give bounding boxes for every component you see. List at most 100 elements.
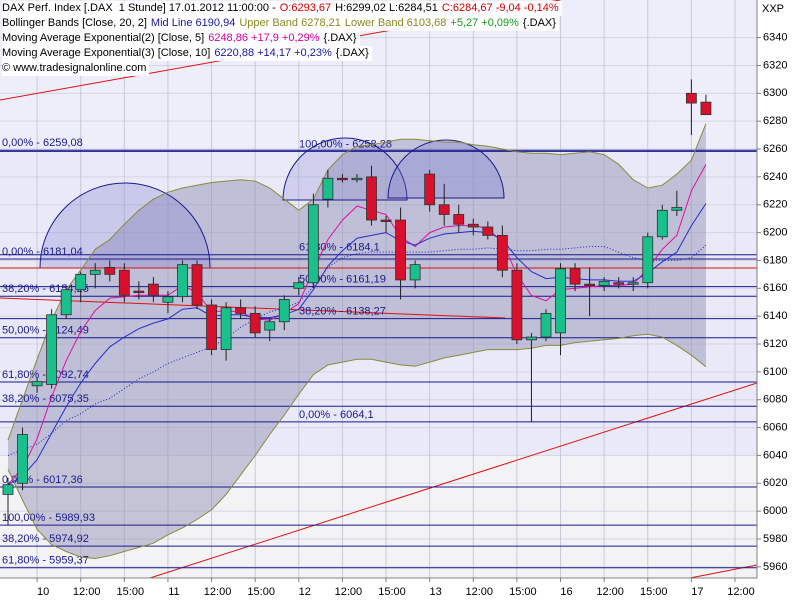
fib-label: 38,20% - 5974,92 [2,533,89,545]
y-tick-label: 6340 [763,32,787,44]
x-tick-label: 12:00 [73,586,101,598]
candle-body [337,177,348,181]
candle-body [235,307,247,314]
x-tick-label: 12:00 [204,586,232,598]
plot-band-light [0,455,757,578]
fib-arc [39,182,211,269]
indicator-line [7,333,707,560]
x-tick-label: 12:00 [727,586,755,598]
legend-row: DAX Perf. Index [.DAX 1 Stunde] 17.01.20… [2,1,562,16]
candle-body [526,336,537,341]
y-tick-label: 6020 [763,477,787,489]
candle-body [249,312,261,334]
legend-text: C:6284,67 -9,04 -0,14% [441,2,559,14]
fib-label: 0,00% - 6017,36 [2,474,83,486]
x-tick-label: 13 [430,586,442,598]
candle-body [642,236,654,284]
y-tick-label: 6200 [763,226,787,238]
candle-body [351,177,363,181]
fib-arc [387,139,505,199]
legend-text: Bollinger Bands [Close, 20, 2] [2,17,147,29]
candle-body [598,280,610,286]
legend-text: H:6299,02 L:6284,51 [335,2,438,14]
y-tick-label: 6240 [763,171,787,183]
candle-body [177,264,188,298]
legend-row: Moving Average Exponential(3) [Close, 10… [2,46,372,61]
x-tick-label: 15:00 [117,586,145,598]
legend-text: {.DAX} [522,17,556,29]
y-tick-label: 6160 [763,282,787,294]
candle-body [89,269,101,275]
legend-text: {.DAX} [335,47,369,59]
candle-body [17,434,28,484]
y-tick-label: 6140 [763,310,787,322]
candle-body [511,269,523,341]
x-tick-label: 15:00 [247,586,275,598]
candle-body [2,484,14,495]
fib-label: 61,80% - 6184,1 [299,242,380,254]
y-tick-label: 5960 [763,561,787,573]
candle-body [104,267,116,275]
candle-body [133,290,145,293]
candle-body [191,264,203,306]
axes: 5960 5980 6000 6020 6040 6060 6080 6100 6120 6140… [36,32,787,598]
corner-label: XXP [762,3,784,15]
bollinger [8,123,706,559]
trend-line [689,564,757,578]
fib-label: 50,00% - 6161,19 [299,274,386,286]
x-tick-label: 15:00 [509,586,537,598]
candle-body [395,219,406,281]
candle-body [496,234,508,271]
x-tick-label: 12 [299,586,311,598]
candle-body [700,101,712,116]
x-tick-label: 12:00 [596,586,624,598]
fib-label: 38,20% - 6075,35 [2,393,89,405]
candle-body [366,176,377,221]
candle-body [147,283,159,296]
legend-text: {.DAX} [323,32,357,44]
candle-body [46,314,58,385]
legend: DAX Perf. Index [.DAX 1 Stunde] 17.01.20… [2,1,562,76]
y-tick-label: 6100 [763,366,787,378]
fib-label: 0,00% - 6064,1 [299,409,374,421]
x-tick-label: 16 [560,586,572,598]
candle-body [685,92,697,104]
fib-label: 38,20% - 6138,27 [299,305,386,317]
fib-label: 100,00% - 6258,28 [299,138,392,150]
x-tick-label: 11 [168,586,179,598]
fib-label: 0,00% - 6259,08 [2,137,83,149]
grid [0,0,757,578]
candle-body [438,204,450,215]
candle-body [555,268,566,334]
trend-line [149,382,757,578]
legend-text: Upper Band 6278,21 [239,17,341,29]
legend-row: © www.tradesignalonline.com [2,61,150,76]
indicator-line [7,244,707,456]
x-tick-label: 17 [691,586,703,598]
y-tick-label: 6060 [763,421,787,433]
x-tick-label: 15:00 [640,586,668,598]
fib-label: 50,00% - 6124,49 [2,325,89,337]
candle-body [206,304,217,350]
legend-text: DAX Perf. Index [.DAX 1 Stunde] 17.01.20… [2,2,276,14]
legend-row: Bollinger Bands [Close, 20, 2] Mid Line 6… [2,16,559,31]
candle-body [264,321,276,331]
candle-body [75,273,87,291]
candle-body [656,209,668,238]
band-area [8,123,706,559]
legend-text: O:6293,67 [279,2,332,14]
y-tick-label: 5980 [763,533,787,545]
candle-body [540,312,552,338]
candles [2,79,712,526]
x-tick-label: 12:00 [335,586,363,598]
y-tick-label: 6280 [763,115,787,127]
candle-body [482,226,494,236]
legend-text: Moving Average Exponential(3) [Close, 10… [2,47,211,59]
x-tick-label: 10 [37,586,49,598]
candle-body [60,289,72,316]
candle-body [409,264,421,281]
y-tick-label: 6220 [763,199,787,211]
y-tick-label: 6320 [763,59,787,71]
indicator-line [7,123,707,441]
